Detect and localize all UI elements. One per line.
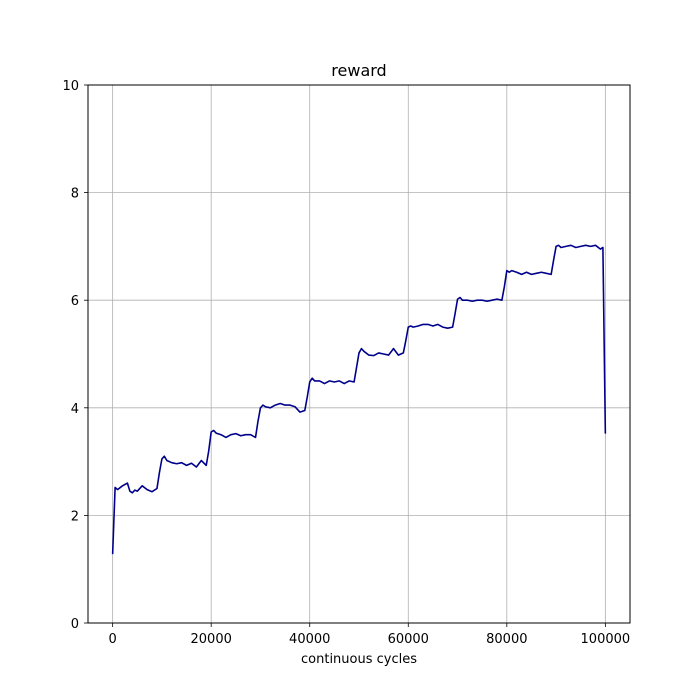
y-tick-label: 10 [62, 79, 79, 94]
y-axis: 0 2 4 6 8 10 [62, 79, 88, 632]
y-tick-label: 6 [71, 294, 79, 309]
x-tick-label: 60000 [388, 632, 429, 647]
x-tick-label: 20000 [191, 632, 232, 647]
x-tick-label: 100000 [581, 632, 631, 647]
x-tick-label: 0 [108, 632, 116, 647]
x-axis: 0 20000 40000 60000 80000 100000 [108, 623, 630, 647]
reward-series-line [111, 244, 607, 555]
series-lines [111, 244, 607, 555]
chart-title: reward [331, 61, 386, 80]
y-tick-label: 8 [71, 187, 79, 202]
x-tick-label: 80000 [486, 632, 527, 647]
y-tick-label: 2 [71, 509, 79, 524]
x-axis-label: continuous cycles [301, 652, 417, 667]
y-tick-label: 4 [71, 402, 79, 417]
y-tick-label: 0 [71, 617, 79, 632]
x-tick-label: 40000 [289, 632, 330, 647]
plot-area-frame [87, 84, 631, 624]
